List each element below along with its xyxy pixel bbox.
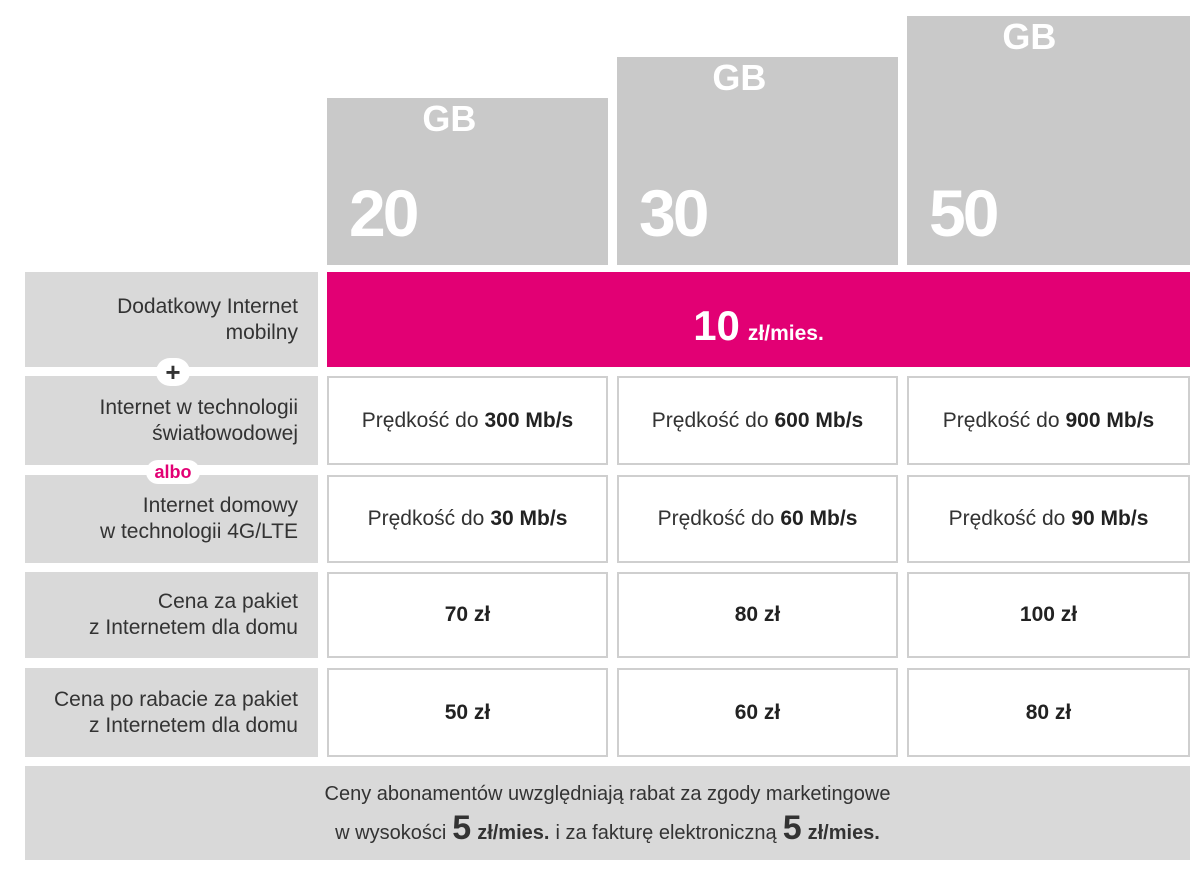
plan-size: 20 xyxy=(349,176,419,250)
row-label: Dodatkowy Internet mobilny xyxy=(25,272,318,367)
label-line: Cena po rabacie za pakiet xyxy=(54,687,298,711)
footer: Ceny abonamentów uwzględniają rabat za z… xyxy=(25,766,1190,860)
label-line: z Internetem dla domu xyxy=(89,616,298,639)
table-cell: Prędkość do 90 Mb/s xyxy=(907,475,1190,563)
mobile-price: 10 zł/mies. xyxy=(327,272,1190,367)
cell-value: 600 Mb/s xyxy=(774,408,864,432)
row-label-text: Cena po rabacie za pakiet z Internetem dl… xyxy=(54,687,298,739)
cell-value: 70 zł xyxy=(444,603,491,626)
cell-value: 80 zł xyxy=(1025,700,1072,724)
table-cell: 80 zł xyxy=(617,572,898,658)
footer-line: Ceny abonamentów uwzględniają rabat za z… xyxy=(324,782,891,805)
cell-prefix: Prędkość do xyxy=(651,408,769,432)
footer-part: 5 xyxy=(782,808,802,847)
cell-prefix: Prędkość do xyxy=(942,408,1060,432)
footer-part: i za fakturę elektroniczną xyxy=(555,821,777,844)
footer-line: w wysokości 5 zł/mies. i za fakturę elektro… xyxy=(335,811,880,850)
plan-unit: GB xyxy=(422,98,477,139)
table-cell: 60 zł xyxy=(617,668,898,757)
cell-value: 100 zł xyxy=(1019,603,1078,626)
cell-value: 90 Mb/s xyxy=(1071,507,1149,530)
cell-value: 80 zł xyxy=(734,603,781,626)
label-line: Dodatkowy Internet xyxy=(117,294,298,318)
cell-value: 50 zł xyxy=(444,700,491,724)
footer-part: w wysokości xyxy=(335,821,447,844)
label-line: światłowodowej xyxy=(152,421,298,445)
row-label: Cena za pakiet z Internetem dla domu xyxy=(25,572,318,658)
label-line: w technologii 4G/LTE xyxy=(99,520,298,543)
row-label: Internet domowy w technologii 4G/LTE xyxy=(25,475,318,563)
cell-prefix: Prędkość do xyxy=(367,507,485,530)
table-cell: Prędkość do 900 Mb/s xyxy=(907,376,1190,465)
plan-unit: GB xyxy=(712,57,767,98)
cell-value: 900 Mb/s xyxy=(1065,408,1155,432)
label-line: Internet domowy xyxy=(142,494,298,517)
cell-value: 30 Mb/s xyxy=(490,507,568,530)
footer-part: zł/mies. xyxy=(477,821,550,844)
footer-part: zł/mies. xyxy=(807,821,880,844)
price: 10 xyxy=(693,302,740,349)
label-line: Internet w technologii xyxy=(99,395,298,419)
table-cell: 50 zł xyxy=(327,668,608,757)
cell-value: 60 Mb/s xyxy=(780,507,858,530)
cell-value: 300 Mb/s xyxy=(484,408,574,432)
or-connector: albo xyxy=(146,460,200,484)
plan-header: 30 GB xyxy=(617,57,898,265)
plan-unit: GB xyxy=(1002,16,1057,57)
label-line: mobilny xyxy=(225,320,298,344)
label-line: z Internetem dla domu xyxy=(89,713,298,737)
row-label-text: Internet domowy w technologii 4G/LTE xyxy=(100,493,298,545)
footer-part: 5 xyxy=(452,808,472,847)
plan-header: 50 GB xyxy=(907,16,1190,265)
row-label-text: Dodatkowy Internet mobilny xyxy=(117,294,298,346)
table-cell: 70 zł xyxy=(327,572,608,658)
row-label: Internet w technologii światłowodowej xyxy=(25,376,318,465)
table-cell: Prędkość do 300 Mb/s xyxy=(327,376,608,465)
plan-size: 50 xyxy=(929,176,999,250)
table-cell: Prędkość do 30 Mb/s xyxy=(327,475,608,563)
row-label: Cena po rabacie za pakiet z Internetem dl… xyxy=(25,668,318,757)
plus-connector: + xyxy=(156,358,190,386)
cell-prefix: Prędkość do xyxy=(657,507,775,530)
cell-prefix: Prędkość do xyxy=(361,408,479,432)
table-cell: 80 zł xyxy=(907,668,1190,757)
plan-header: 20 GB xyxy=(327,98,608,265)
cell-prefix: Prędkość do xyxy=(948,507,1066,530)
cell-value: 60 zł xyxy=(734,700,781,724)
label-line: Cena za pakiet xyxy=(157,590,298,613)
row-label-text: Cena za pakiet z Internetem dla domu xyxy=(89,589,298,641)
table-cell: 100 zł xyxy=(907,572,1190,658)
plan-size: 30 xyxy=(639,176,709,250)
row-label-text: Internet w technologii światłowodowej xyxy=(100,395,298,447)
price-unit: zł/mies. xyxy=(747,322,824,345)
table-cell: Prędkość do 600 Mb/s xyxy=(617,376,898,465)
table-cell: Prędkość do 60 Mb/s xyxy=(617,475,898,563)
